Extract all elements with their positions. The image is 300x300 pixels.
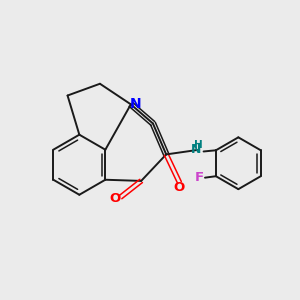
- Text: H: H: [194, 140, 203, 150]
- Text: N: N: [130, 98, 142, 111]
- Text: N: N: [190, 143, 201, 157]
- Text: F: F: [195, 171, 204, 184]
- Text: O: O: [110, 192, 121, 205]
- Text: O: O: [174, 181, 185, 194]
